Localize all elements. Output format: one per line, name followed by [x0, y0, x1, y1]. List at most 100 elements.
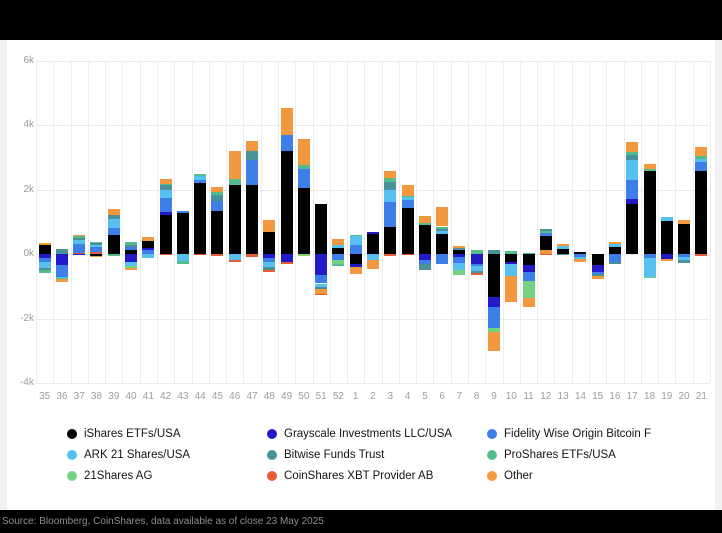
bar-segment[interactable] — [194, 254, 207, 256]
legend-item-ark[interactable]: ARK 21 Shares/USA — [67, 444, 267, 465]
bar-segment[interactable] — [695, 158, 708, 163]
bar-segment[interactable] — [73, 252, 86, 255]
bar-segment[interactable] — [626, 141, 639, 153]
bar-segment[interactable] — [418, 254, 431, 261]
bar-segment[interactable] — [539, 254, 552, 256]
bar-segment[interactable] — [453, 262, 466, 271]
bar-segment[interactable] — [246, 254, 259, 258]
legend-item-coinshares[interactable]: CoinShares XBT Provider AB — [267, 465, 487, 486]
bar-segment[interactable] — [211, 192, 224, 195]
bar-segment[interactable] — [660, 221, 673, 255]
bar-segment[interactable] — [678, 257, 691, 260]
bar-segment[interactable] — [211, 210, 224, 255]
bar-segment[interactable] — [315, 203, 328, 255]
bar-segment[interactable] — [557, 248, 570, 255]
bar-segment[interactable] — [280, 151, 293, 255]
bar-segment[interactable] — [367, 231, 379, 235]
bar-segment[interactable] — [332, 247, 345, 255]
bar-segment[interactable] — [297, 254, 310, 257]
bar-segment[interactable] — [125, 244, 138, 248]
bar-segment[interactable] — [263, 270, 276, 272]
bar-segment[interactable] — [280, 254, 293, 262]
bar-segment[interactable] — [487, 332, 500, 352]
bar-segment[interactable] — [38, 242, 51, 246]
bar-segment[interactable] — [194, 180, 207, 183]
bar-segment[interactable] — [159, 212, 172, 216]
bar-segment[interactable] — [125, 267, 138, 270]
bar-segment[interactable] — [297, 187, 310, 255]
bar-segment[interactable] — [38, 245, 51, 255]
bar-segment[interactable] — [436, 231, 449, 234]
bar-segment[interactable] — [660, 254, 673, 260]
bar-segment[interactable] — [505, 264, 518, 277]
bar-segment[interactable] — [194, 182, 207, 255]
bar-segment[interactable] — [384, 177, 397, 183]
bar-segment[interactable] — [453, 254, 466, 258]
bar-segment[interactable] — [522, 253, 535, 255]
bar-segment[interactable] — [159, 198, 172, 212]
bar-segment[interactable] — [367, 254, 379, 261]
bar-segment[interactable] — [38, 254, 51, 259]
bar-segment[interactable] — [487, 328, 500, 333]
bar-segment[interactable] — [38, 258, 51, 262]
bar-segment[interactable] — [176, 260, 189, 264]
bar-segment[interactable] — [695, 254, 708, 257]
bar-segment[interactable] — [125, 261, 138, 266]
bar-segment[interactable] — [142, 236, 155, 241]
bar-segment[interactable] — [159, 184, 172, 191]
bar-segment[interactable] — [591, 254, 604, 266]
bar-segment[interactable] — [643, 276, 656, 278]
bar-segment[interactable] — [505, 261, 518, 265]
bar-segment[interactable] — [660, 259, 673, 261]
bar-segment[interactable] — [263, 262, 276, 268]
bar-segment[interactable] — [349, 234, 362, 237]
bar-segment[interactable] — [73, 236, 86, 238]
bar-segment[interactable] — [349, 266, 362, 275]
bar-segment[interactable] — [176, 211, 189, 214]
bar-segment[interactable] — [401, 254, 414, 256]
bar-segment[interactable] — [142, 248, 155, 251]
bar-segment[interactable] — [263, 220, 276, 232]
bar-segment[interactable] — [401, 207, 414, 255]
bar-segment[interactable] — [384, 182, 397, 191]
bar-segment[interactable] — [436, 254, 449, 264]
bar-segment[interactable] — [384, 190, 397, 203]
bar-segment[interactable] — [125, 265, 138, 268]
bar-segment[interactable] — [176, 213, 189, 255]
bar-segment[interactable] — [522, 280, 535, 299]
bar-segment[interactable] — [263, 258, 276, 263]
bar-segment[interactable] — [107, 218, 120, 228]
bar-segment[interactable] — [678, 223, 691, 255]
bar-segment[interactable] — [55, 254, 68, 266]
bar-segment[interactable] — [695, 146, 708, 157]
bar-segment[interactable] — [332, 260, 345, 264]
bar-segment[interactable] — [384, 226, 397, 255]
bar-segment[interactable] — [626, 180, 639, 199]
bar-segment[interactable] — [107, 227, 120, 236]
bar-segment[interactable] — [539, 229, 552, 231]
bar-segment[interactable] — [487, 254, 500, 297]
bar-segment[interactable] — [453, 248, 466, 251]
bar-segment[interactable] — [194, 174, 207, 177]
bar-segment[interactable] — [643, 163, 656, 170]
bar-segment[interactable] — [315, 254, 328, 276]
bar-segment[interactable] — [574, 251, 587, 255]
legend-item-ishares[interactable]: iShares ETFs/USA — [67, 423, 267, 444]
bar-segment[interactable] — [522, 254, 535, 266]
bar-segment[interactable] — [574, 254, 587, 258]
bar-segment[interactable] — [695, 162, 708, 172]
bar-segment[interactable] — [90, 243, 103, 245]
bar-segment[interactable] — [418, 263, 431, 270]
bar-segment[interactable] — [90, 247, 103, 252]
bar-segment[interactable] — [194, 176, 207, 181]
bar-segment[interactable] — [505, 254, 518, 262]
bar-segment[interactable] — [211, 186, 224, 193]
bar-segment[interactable] — [384, 202, 397, 227]
legend-item-fidelity[interactable]: Fidelity Wise Origin Bitcoin F — [487, 423, 687, 444]
bar-segment[interactable] — [436, 206, 449, 227]
bar-segment[interactable] — [38, 261, 51, 269]
bar-segment[interactable] — [263, 254, 276, 259]
bar-segment[interactable] — [107, 235, 120, 255]
bar-segment[interactable] — [349, 236, 362, 245]
bar-segment[interactable] — [107, 214, 120, 219]
